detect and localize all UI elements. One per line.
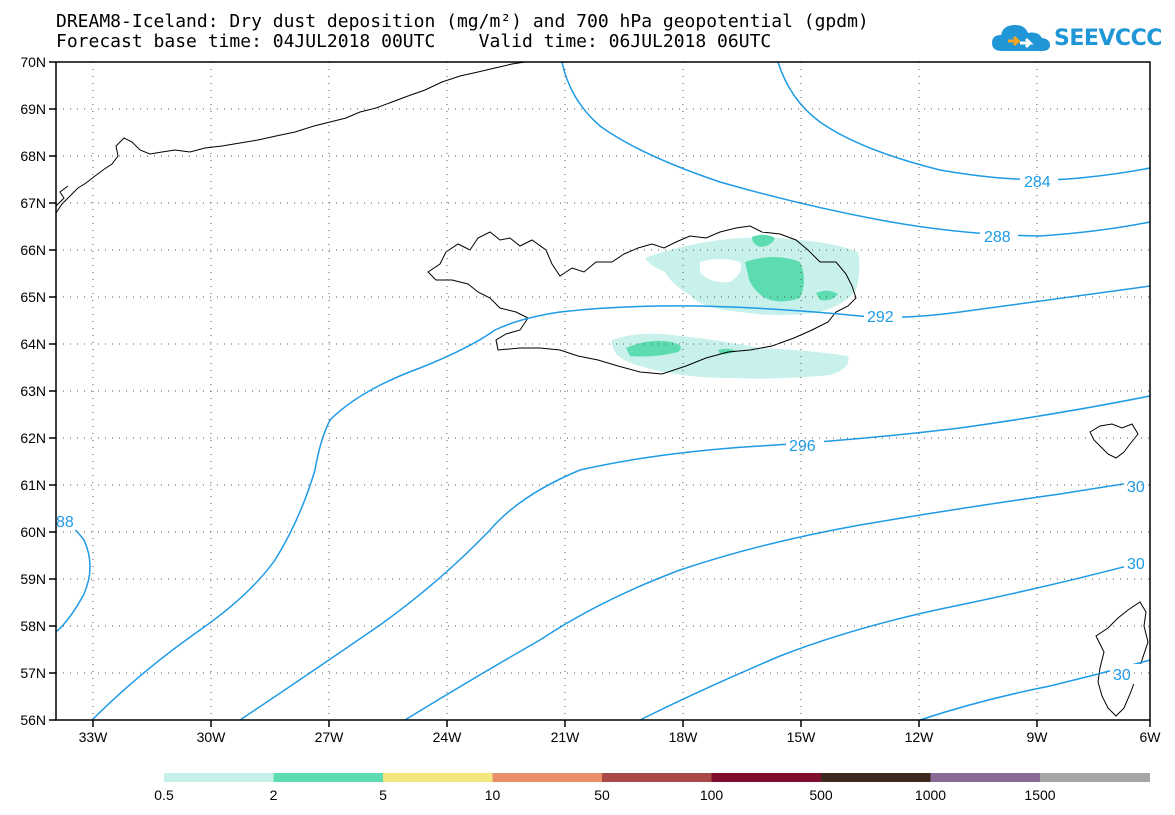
lon-label: 30W	[197, 729, 227, 745]
lat-label: 66N	[20, 242, 46, 258]
contour-labels: 284 288 292 296 30 30 30 88	[56, 170, 1150, 684]
colorbar-label: 10	[485, 787, 501, 803]
colorbar-label: 100	[700, 787, 724, 803]
lat-label: 70N	[20, 54, 46, 70]
lat-label: 63N	[20, 383, 46, 399]
lat-label: 60N	[20, 524, 46, 540]
lat-label: 68N	[20, 148, 46, 164]
lon-label: 21W	[551, 729, 581, 745]
cloud-icon	[992, 25, 1050, 51]
contour-label-296: 296	[789, 438, 816, 455]
lon-labels: 33W 30W 27W 24W 21W 18W 15W 12W 9W 6W	[79, 729, 1162, 745]
colorbar-label: 500	[809, 787, 833, 803]
geopotential-contours	[55, 61, 1151, 721]
colorbar-swatch	[602, 773, 712, 782]
lat-label: 56N	[20, 712, 46, 728]
colorbar-swatch	[821, 773, 931, 782]
contour-label-288: 288	[984, 229, 1011, 246]
colorbar-swatch	[930, 773, 1041, 782]
graticule	[56, 62, 1150, 720]
lat-label: 58N	[20, 618, 46, 634]
coastlines	[55, 61, 1149, 717]
colorbar-swatch	[1040, 773, 1150, 782]
colorbar-swatch	[383, 773, 493, 782]
lat-label: 69N	[20, 101, 46, 117]
lon-label: 6W	[1140, 729, 1162, 745]
contour-label-292: 292	[867, 309, 894, 326]
lon-label: 33W	[79, 729, 109, 745]
lat-labels: 70N 69N 68N 67N 66N 65N 64N 63N 62N 61N …	[20, 54, 46, 728]
lat-label: 67N	[20, 195, 46, 211]
contour-label-288-west: 88	[56, 514, 74, 531]
contour-label-308: 30	[1113, 667, 1131, 684]
colorbar-label: 50	[594, 787, 610, 803]
colorbar-label: 5	[379, 787, 387, 803]
colorbar-swatch	[492, 773, 603, 782]
lat-label: 62N	[20, 430, 46, 446]
contour-label-284: 284	[1024, 174, 1051, 191]
lon-label: 9W	[1027, 729, 1049, 745]
lat-label: 61N	[20, 477, 46, 493]
lon-label: 15W	[787, 729, 817, 745]
colorbar-label: 2	[270, 787, 278, 803]
colorbar-label: 1000	[915, 787, 946, 803]
lat-label: 65N	[20, 289, 46, 305]
colorbar-swatch	[273, 773, 384, 782]
colorbar-swatch	[164, 773, 274, 782]
map-subtitle: Forecast base time: 04JUL2018 00UTC Vali…	[56, 31, 772, 52]
lat-label: 57N	[20, 665, 46, 681]
colorbar-label: 1500	[1024, 787, 1055, 803]
map-title: DREAM8-Iceland: Dry dust deposition (mg/…	[56, 11, 869, 32]
colorbar-label: 0.5	[154, 787, 174, 803]
colorbar-swatch	[711, 773, 822, 782]
contour-label-304: 30	[1127, 556, 1145, 573]
colorbar: 0.5 2 5 10 50 100 500 1000 1500	[154, 773, 1150, 803]
lon-label: 27W	[315, 729, 345, 745]
seevccc-logo: SEEVCCC	[990, 20, 1162, 56]
tick-marks	[49, 61, 1151, 727]
lat-label: 59N	[20, 571, 46, 587]
lon-label: 12W	[905, 729, 935, 745]
lat-label: 64N	[20, 336, 46, 352]
lon-label: 24W	[433, 729, 463, 745]
logo-text: SEEVCCC	[1054, 25, 1162, 51]
dust-deposition-shading	[611, 234, 860, 379]
lon-label: 18W	[669, 729, 699, 745]
contour-label-300: 30	[1127, 479, 1145, 496]
